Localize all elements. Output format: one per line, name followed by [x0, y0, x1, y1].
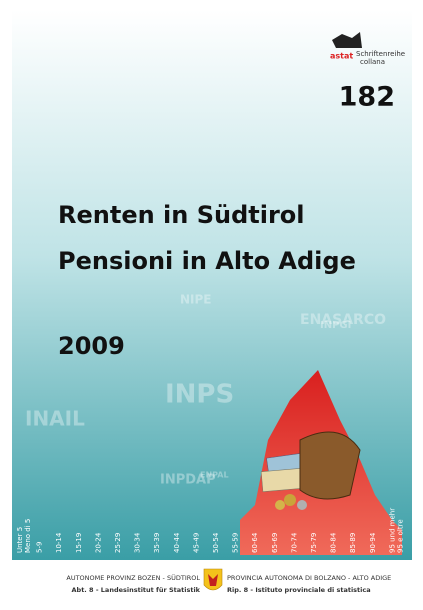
age-group-label: 55-59 — [232, 533, 240, 553]
age-group-label: 90-94 — [369, 532, 377, 553]
age-group-label: 50-54 — [212, 532, 220, 553]
series-number: 182 — [339, 82, 395, 113]
age-group-label: 35-39 — [153, 533, 161, 553]
age-group-label: 40-44 — [173, 532, 181, 553]
age-group-label: 65-69 — [271, 533, 279, 553]
series-label-de: Schriftenreihe — [356, 50, 405, 58]
background-word: ENPAL — [200, 471, 229, 480]
age-group-label: 75-79 — [310, 533, 318, 553]
age-group-label: 20-24 — [94, 532, 102, 553]
age-group-label: 15-19 — [75, 533, 83, 553]
age-group-label: 25-29 — [114, 533, 122, 553]
background-word: INPGI — [320, 320, 351, 331]
age-group-label: 10-14 — [55, 532, 63, 553]
age-group-label: 70-74 — [290, 532, 298, 553]
year: 2009 — [58, 332, 125, 360]
background-word: NIPE — [180, 293, 212, 307]
title-de: Renten in Südtirol — [58, 201, 305, 229]
footer-right-title: PROVINCIA AUTONOMA DI BOLZANO - ALTO ADI… — [227, 574, 391, 582]
age-group-label: 60-64 — [251, 532, 259, 553]
cover: INPSINAILINPDAPENASARCOENPALENPAPNIPEINP… — [0, 0, 423, 606]
footer-right-sub: Rip. 8 - Istituto provinciale di statist… — [227, 586, 371, 594]
series-label-it: collana — [360, 58, 385, 66]
coat-of-arms — [204, 569, 222, 590]
age-group-label: 85-89 — [349, 533, 357, 553]
age-group-label: 95 e oltre — [396, 519, 404, 553]
publisher: astat — [330, 52, 353, 61]
age-group-label: 30-34 — [134, 532, 142, 553]
title-it: Pensioni in Alto Adige — [58, 247, 356, 275]
age-group-label: 5-9 — [36, 542, 44, 553]
footer-left-title: AUTONOME PROVINZ BOZEN - SÜDTIROL — [66, 573, 200, 582]
footer: AUTONOME PROVINZ BOZEN - SÜDTIROL Abt. 8… — [66, 569, 391, 594]
age-group-label: 95 und mehr — [388, 508, 396, 553]
footer-left-sub: Abt. 8 - Landesinstitut für Statistik — [72, 586, 201, 594]
background-word: INPS — [165, 380, 234, 410]
age-group-label: Meno di 5 — [24, 519, 32, 553]
background-word: INAIL — [25, 407, 85, 431]
age-group-label: 80-84 — [330, 532, 338, 553]
age-group-label: Unter 5 — [16, 527, 24, 553]
age-group-label: 45-49 — [192, 533, 200, 553]
